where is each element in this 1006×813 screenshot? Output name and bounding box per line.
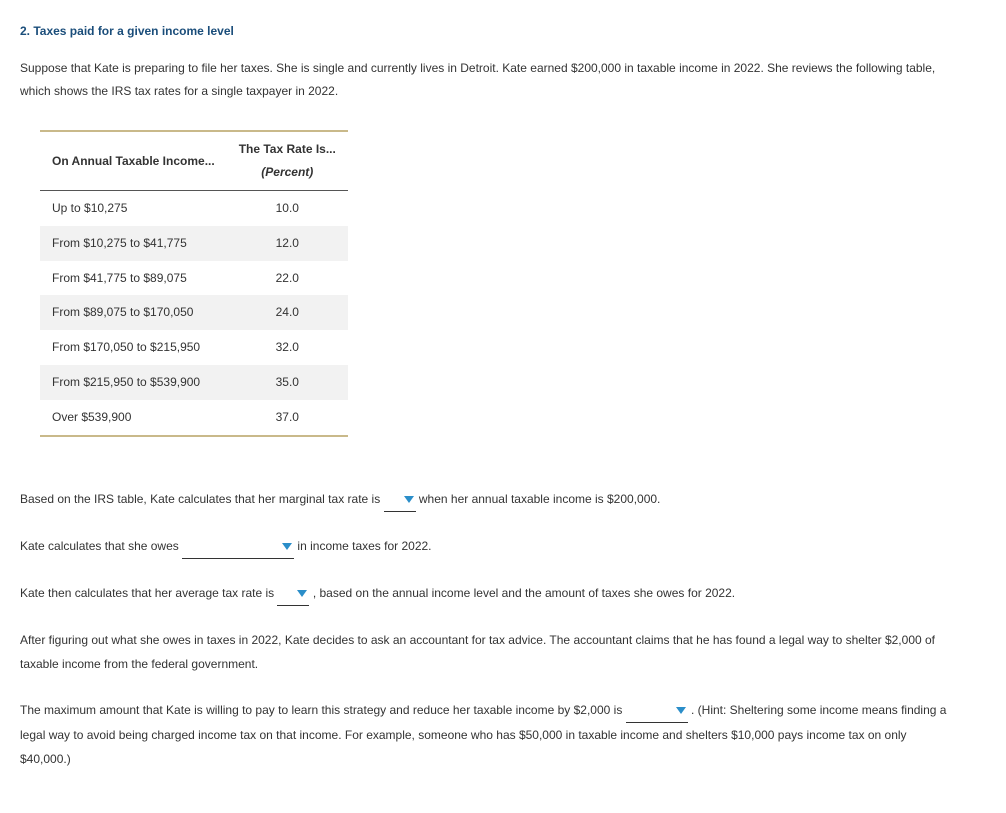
- bracket-cell: From $170,050 to $215,950: [40, 330, 227, 365]
- question-shelter: The maximum amount that Kate is willing …: [20, 698, 960, 771]
- question-title: 2. Taxes paid for a given income level: [20, 20, 986, 43]
- chevron-down-icon: [404, 496, 414, 503]
- rate-cell: 35.0: [227, 365, 348, 400]
- chevron-down-icon: [282, 543, 292, 550]
- q3-pre: Kate then calculates that her average ta…: [20, 586, 277, 600]
- table-row: From $41,775 to $89,07522.0: [40, 261, 348, 296]
- col2-header-sub: (Percent): [239, 161, 336, 184]
- table-row: From $10,275 to $41,77512.0: [40, 226, 348, 261]
- owes-dropdown[interactable]: [182, 534, 294, 559]
- q3-post: , based on the annual income level and t…: [309, 586, 735, 600]
- rate-cell: 22.0: [227, 261, 348, 296]
- q2-pre: Kate calculates that she owes: [20, 539, 182, 553]
- shelter-dropdown[interactable]: [626, 698, 688, 723]
- intro-text: Suppose that Kate is preparing to file h…: [20, 57, 960, 103]
- table-row: From $170,050 to $215,95032.0: [40, 330, 348, 365]
- col2-header: The Tax Rate Is... (Percent): [227, 132, 348, 190]
- q5-pre: The maximum amount that Kate is willing …: [20, 703, 626, 717]
- table-row: Up to $10,27510.0: [40, 191, 348, 226]
- question-average-rate: Kate then calculates that her average ta…: [20, 581, 960, 606]
- bracket-cell: Up to $10,275: [40, 191, 227, 226]
- bracket-cell: Over $539,900: [40, 400, 227, 436]
- q2-post: in income taxes for 2022.: [294, 539, 431, 553]
- bracket-cell: From $10,275 to $41,775: [40, 226, 227, 261]
- bracket-cell: From $41,775 to $89,075: [40, 261, 227, 296]
- rate-cell: 12.0: [227, 226, 348, 261]
- col1-header: On Annual Taxable Income...: [40, 132, 227, 190]
- chevron-down-icon: [297, 590, 307, 597]
- average-rate-dropdown[interactable]: [277, 581, 309, 606]
- question-marginal-rate: Based on the IRS table, Kate calculates …: [20, 487, 960, 512]
- col2-header-top: The Tax Rate Is...: [239, 142, 336, 156]
- rate-cell: 10.0: [227, 191, 348, 226]
- table-row: From $89,075 to $170,05024.0: [40, 295, 348, 330]
- table-row: Over $539,90037.0: [40, 400, 348, 436]
- accountant-text: After figuring out what she owes in taxe…: [20, 628, 960, 676]
- question-owes: Kate calculates that she owes in income …: [20, 534, 960, 559]
- tax-rate-table: On Annual Taxable Income... The Tax Rate…: [40, 130, 348, 436]
- rate-cell: 32.0: [227, 330, 348, 365]
- q1-post: when her annual taxable income is $200,0…: [416, 492, 661, 506]
- rate-cell: 37.0: [227, 400, 348, 436]
- table-row: From $215,950 to $539,90035.0: [40, 365, 348, 400]
- bracket-cell: From $215,950 to $539,900: [40, 365, 227, 400]
- chevron-down-icon: [676, 707, 686, 714]
- q1-pre: Based on the IRS table, Kate calculates …: [20, 492, 384, 506]
- rate-cell: 24.0: [227, 295, 348, 330]
- bracket-cell: From $89,075 to $170,050: [40, 295, 227, 330]
- marginal-rate-dropdown[interactable]: [384, 487, 416, 512]
